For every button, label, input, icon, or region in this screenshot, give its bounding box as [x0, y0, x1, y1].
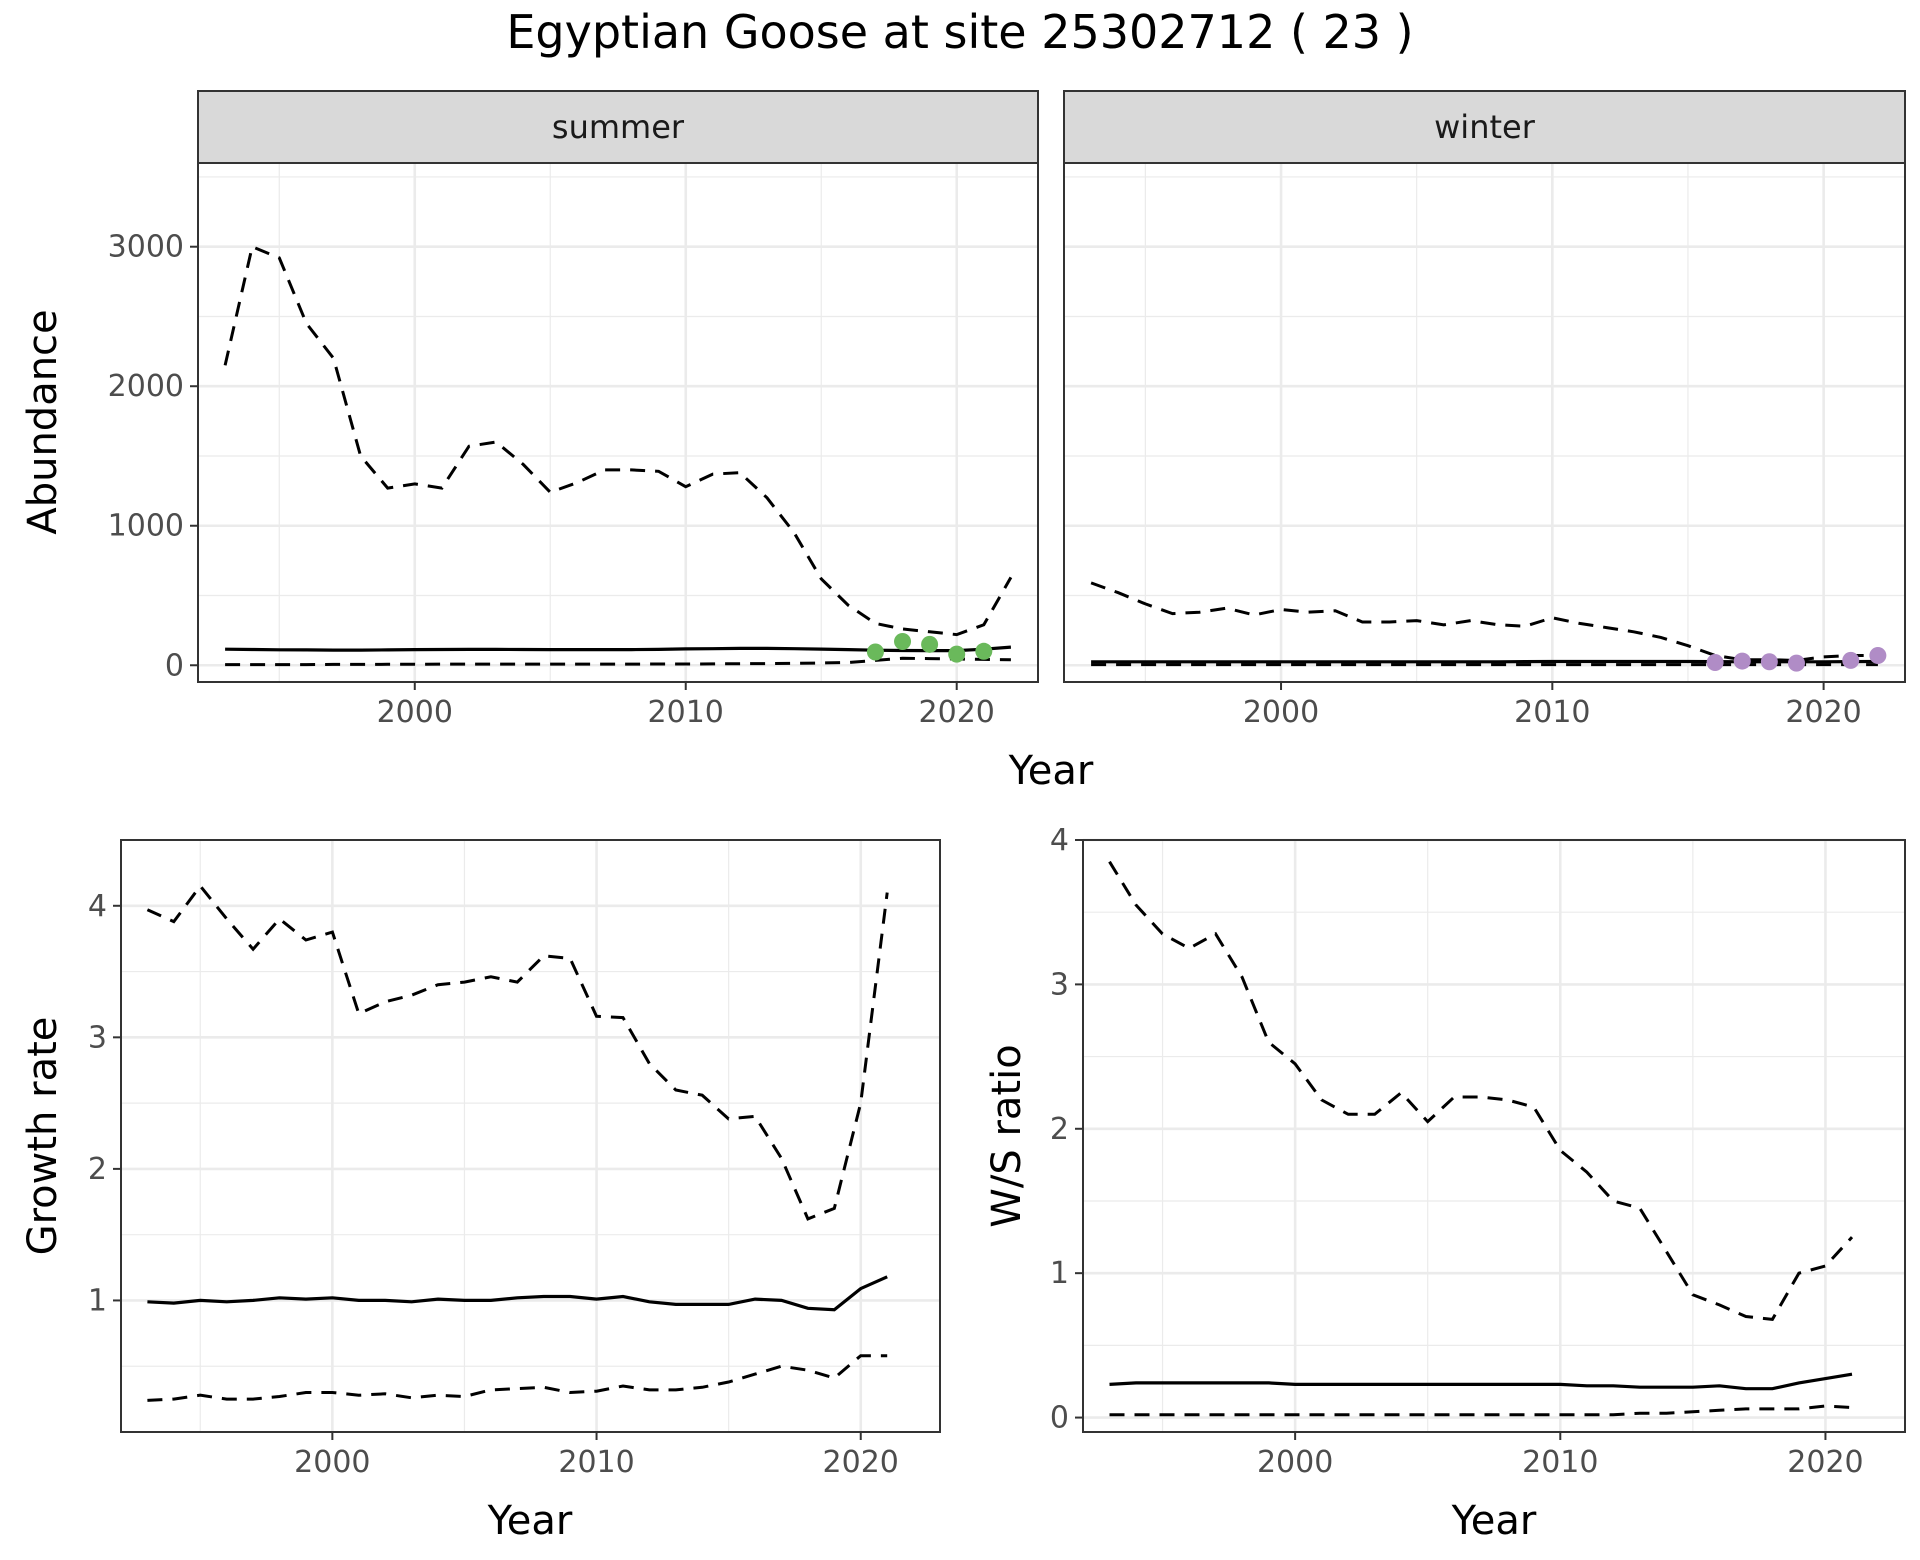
- count-point: [1706, 653, 1724, 671]
- panel-3: 0 1 2 3 4 2000 2010 2020: [1050, 823, 1906, 1480]
- count-point: [1842, 651, 1860, 669]
- y-axis-title: W/S ratio: [984, 1044, 1030, 1227]
- x-tick-label: 2000: [1257, 1445, 1333, 1480]
- x-axis-title: Year: [1451, 1498, 1537, 1544]
- y-tick-label: 1: [1050, 1256, 1069, 1291]
- x-tick-label: 2010: [1514, 695, 1590, 730]
- lower-bound-line: [1109, 1404, 1853, 1417]
- x-tick-label: 2020: [919, 695, 995, 730]
- x-tick-label: 2000: [294, 1445, 370, 1480]
- x-tick-label: 2020: [1785, 695, 1861, 730]
- chart-title: Egyptian Goose at site 25302712 ( 23 ): [506, 5, 1413, 59]
- y-tick-label: 1: [88, 1283, 107, 1318]
- y-tick-label: 3: [1050, 967, 1069, 1002]
- facet-label: summer: [552, 108, 685, 146]
- y-tick-label: 4: [1050, 823, 1069, 858]
- y-tick-label: 2: [88, 1152, 107, 1187]
- y-tick-label: 2: [1050, 1112, 1069, 1147]
- x-axis-title: Year: [487, 1498, 573, 1544]
- x-tick-label: 2010: [648, 695, 724, 730]
- estimate-line: [1109, 1372, 1853, 1391]
- y-tick-label: 0: [165, 648, 184, 683]
- y-tick-label: 4: [88, 889, 107, 924]
- panel-border: [197, 162, 1039, 683]
- panel-2: 1 2 3 4 2000 2010 2020: [88, 839, 941, 1480]
- y-axis-title: Growth rate: [20, 1017, 66, 1256]
- y-tick-label: 1000: [108, 509, 184, 544]
- count-point: [866, 643, 884, 661]
- x-tick-label: 2000: [377, 695, 453, 730]
- count-point: [1760, 653, 1778, 671]
- x-tick-label: 2010: [1522, 1445, 1598, 1480]
- upper-bound-line: [223, 244, 1013, 637]
- estimate-line: [225, 645, 1012, 653]
- panel-border: [120, 839, 941, 1433]
- panel-border: [1063, 162, 1906, 683]
- lower-bound-line: [225, 656, 1011, 667]
- count-point: [975, 642, 993, 660]
- estimate-line: [147, 1275, 888, 1312]
- count-point: [1787, 654, 1805, 672]
- y-tick-label: 0: [1050, 1401, 1069, 1436]
- panel-border: [1082, 839, 1906, 1433]
- panel-1: winter 2000 2010 2020: [1063, 90, 1906, 730]
- y-tick-label: 3: [88, 1020, 107, 1055]
- y-tick-label: 3000: [108, 230, 184, 265]
- upper-bound-line: [146, 883, 889, 1221]
- lower-bound-line: [147, 1354, 888, 1402]
- upper-bound-line: [1108, 860, 1854, 1321]
- facet-strip: [1063, 90, 1906, 164]
- upper-bound-line: [1090, 581, 1878, 662]
- count-point: [894, 633, 912, 651]
- panel-0: summer 0 1000 2000 3000 2000 2010 2020: [108, 90, 1039, 730]
- x-tick-label: 2010: [558, 1445, 634, 1480]
- x-axis-title: Year: [1008, 748, 1094, 794]
- x-tick-label: 2020: [823, 1445, 899, 1480]
- facet-label: winter: [1434, 108, 1536, 146]
- y-tick-label: 2000: [108, 369, 184, 404]
- count-point: [948, 645, 966, 663]
- x-tick-label: 2020: [1787, 1445, 1863, 1480]
- facet-strip: [197, 90, 1039, 164]
- y-axis-title: Abundance: [20, 309, 66, 534]
- x-tick-label: 2000: [1243, 695, 1319, 730]
- count-point: [921, 635, 939, 653]
- count-point: [1869, 646, 1887, 664]
- count-point: [1733, 652, 1751, 670]
